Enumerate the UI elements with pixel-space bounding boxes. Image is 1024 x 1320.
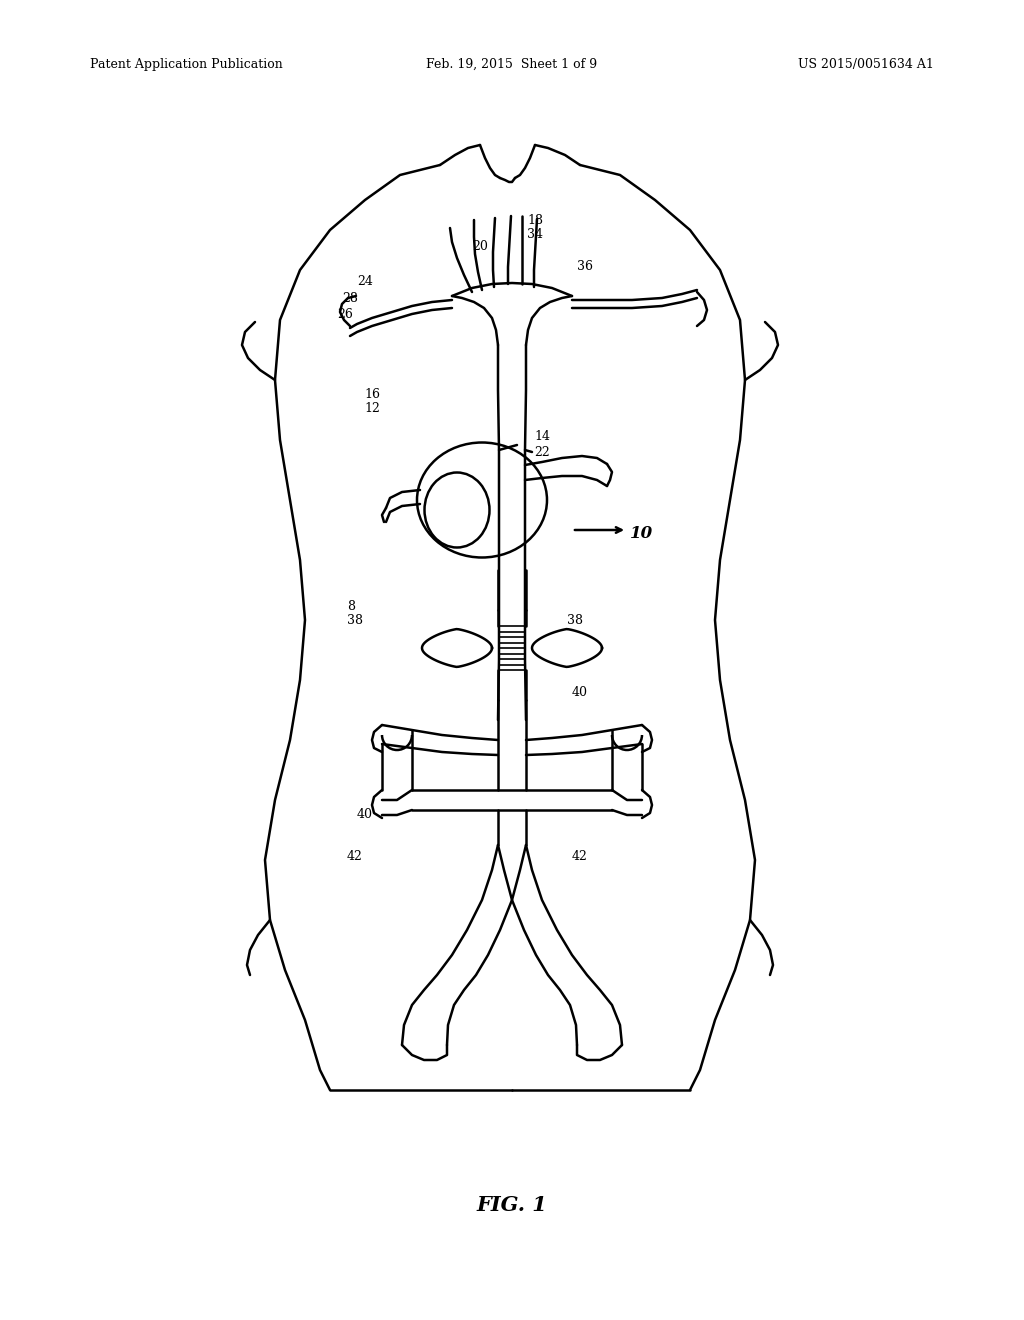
Text: Feb. 19, 2015  Sheet 1 of 9: Feb. 19, 2015 Sheet 1 of 9 <box>426 58 598 71</box>
Text: 8: 8 <box>347 601 355 612</box>
Text: 34: 34 <box>527 228 543 242</box>
Text: US 2015/0051634 A1: US 2015/0051634 A1 <box>798 58 934 71</box>
Text: FIG. 1: FIG. 1 <box>476 1195 548 1214</box>
Text: 10: 10 <box>630 525 653 543</box>
Text: 16: 16 <box>364 388 380 401</box>
Text: 42: 42 <box>347 850 362 863</box>
Text: 40: 40 <box>572 686 588 700</box>
Text: 20: 20 <box>472 240 487 253</box>
Text: 12: 12 <box>364 403 380 414</box>
Text: 24: 24 <box>357 275 373 288</box>
Text: 40: 40 <box>357 808 373 821</box>
Text: 28: 28 <box>342 292 357 305</box>
Text: 22: 22 <box>534 446 550 459</box>
Text: 38: 38 <box>567 614 583 627</box>
Text: 18: 18 <box>527 214 543 227</box>
Text: 36: 36 <box>577 260 593 273</box>
Text: 14: 14 <box>534 430 550 444</box>
Text: Patent Application Publication: Patent Application Publication <box>90 58 283 71</box>
Text: 38: 38 <box>347 614 362 627</box>
Text: 26: 26 <box>337 308 353 321</box>
Text: 42: 42 <box>572 850 588 863</box>
